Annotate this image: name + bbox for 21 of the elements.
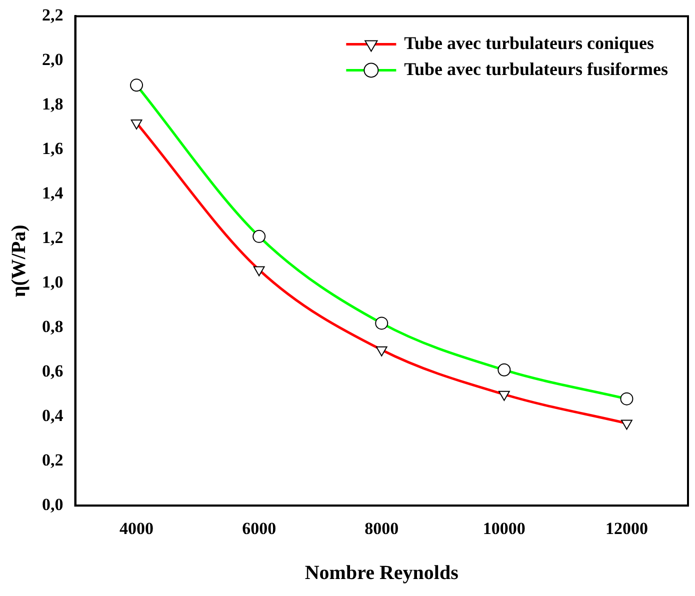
y-axis-title: η(W/Pa)	[8, 224, 30, 298]
y-tick-label: 0,2	[42, 450, 64, 470]
x-tick-label: 10000	[482, 519, 526, 538]
y-tick-label: 2,0	[42, 50, 64, 70]
y-tick-label: 1,6	[42, 139, 64, 158]
x-tick-label: 8000	[364, 519, 399, 538]
x-tick-label: 6000	[242, 519, 276, 538]
y-tick-label: 1,8	[42, 94, 64, 114]
y-tick-label: 0,6	[42, 362, 64, 381]
x-axis-title: Nombre Reynolds	[304, 562, 459, 584]
legend-label: Tube avec turbulateurs fusiformes	[404, 58, 668, 79]
x-tick-label: 12000	[605, 519, 648, 538]
y-tick-label: 0,0	[42, 494, 64, 514]
y-tick-label: 2,2	[42, 6, 64, 25]
y-tick-label: 0,8	[42, 317, 64, 336]
y-tick-label: 1,2	[42, 228, 64, 248]
y-tick-label: 1,4	[42, 184, 64, 203]
y-tick-label: 1,0	[42, 272, 64, 292]
legend-label: Tube avec turbulateurs coniques	[404, 32, 654, 53]
x-tick-label: 4000	[120, 519, 154, 538]
y-tick-label: 0,4	[42, 406, 64, 426]
